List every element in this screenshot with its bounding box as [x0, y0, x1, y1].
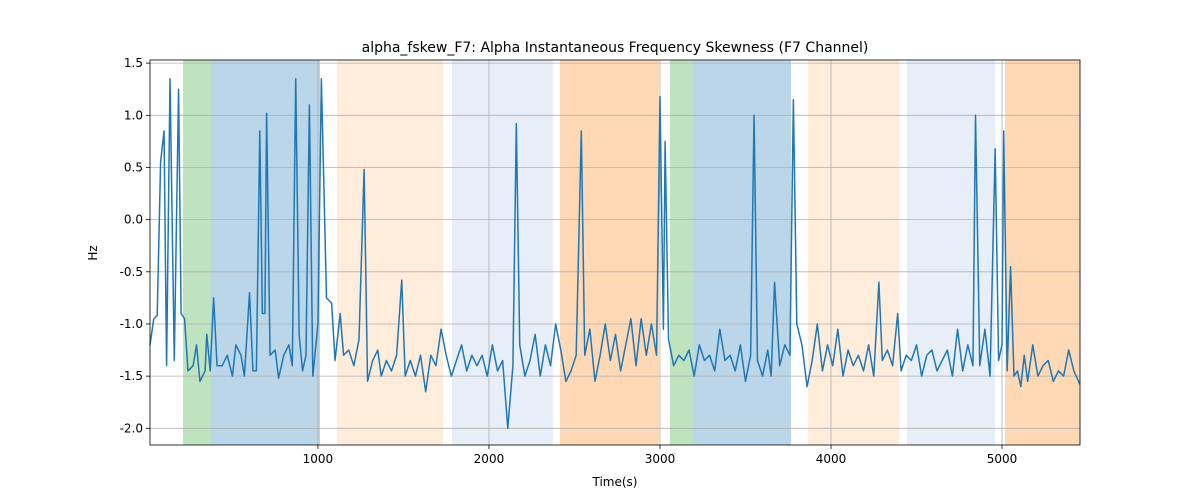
regions	[183, 60, 1080, 445]
region-band	[336, 60, 443, 445]
region-band	[452, 60, 553, 445]
y-tick-label: 1.0	[124, 108, 143, 122]
y-tick-label: -1.5	[120, 369, 143, 383]
ticks: 1000 2000 3000 4000 5000 -2.0 -1.5 -1.0 -0.5 0.0 0…	[120, 56, 1018, 466]
y-tick-label: -1.0	[120, 317, 143, 331]
region-band	[1005, 60, 1080, 445]
region-band	[807, 60, 900, 445]
y-tick-label: 0.0	[124, 213, 143, 227]
x-tick-label: 5000	[987, 452, 1018, 466]
region-band	[559, 60, 659, 445]
x-tick-label: 4000	[816, 452, 847, 466]
grid	[150, 60, 1080, 445]
chart-title: alpha_fskew_F7: Alpha Instantaneous Freq…	[362, 40, 869, 56]
plot-frame	[149, 59, 1081, 446]
region-band	[183, 60, 211, 445]
y-tick-label: -2.0	[120, 421, 143, 435]
data-line	[149, 78, 1081, 430]
y-tick-label: 0.5	[124, 160, 143, 174]
y-tick-label: -0.5	[120, 265, 143, 279]
lines	[149, 78, 1081, 430]
region-band	[906, 60, 996, 445]
y-axis-label: Hz	[86, 245, 100, 260]
x-axis-label: Time(s)	[592, 475, 638, 489]
x-tick-label: 2000	[474, 452, 505, 466]
region-band	[669, 60, 693, 445]
y-tick-label: 1.5	[124, 56, 143, 70]
region-band	[692, 60, 791, 445]
x-tick-label: 3000	[645, 452, 676, 466]
x-tick-label: 1000	[303, 452, 334, 466]
